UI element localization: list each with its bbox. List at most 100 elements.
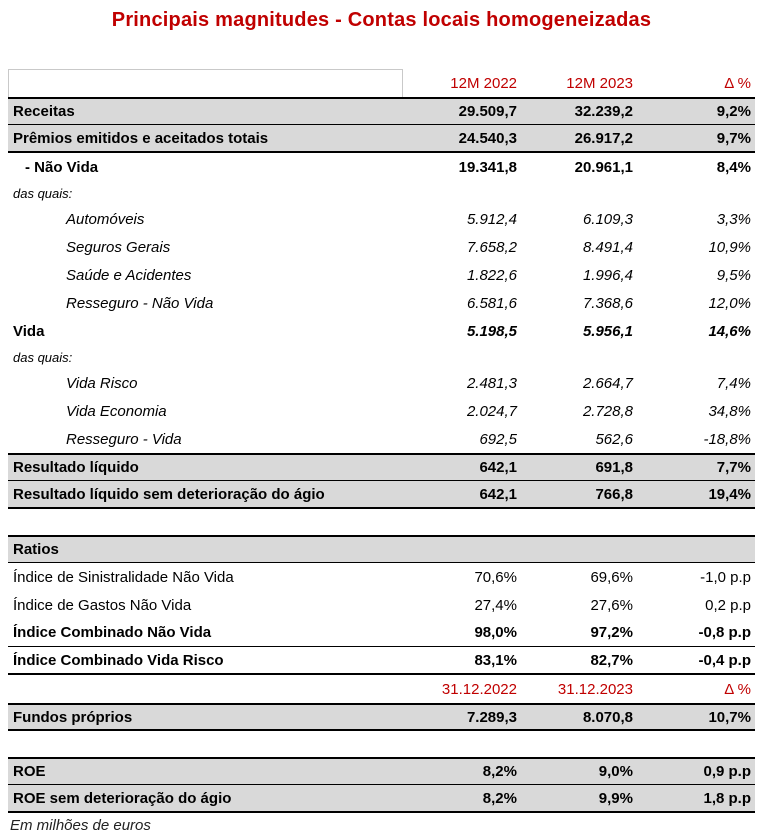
table-row: Saúde e Acidentes 1.822,6 1.996,4 9,5% <box>8 261 755 289</box>
table-row: ROE 8,2% 9,0% 0,9 p.p <box>8 757 755 785</box>
value-2023: 562,6 <box>595 430 633 448</box>
value-2022: 1.822,6 <box>466 266 517 284</box>
value-delta: 7,7% <box>716 459 751 476</box>
value-2022: 83,1% <box>474 651 517 669</box>
page-title: Principais magnitudes - Contas locais ho… <box>111 9 652 31</box>
table-row: Seguros Gerais 7.658,2 8.491,4 10,9% <box>8 233 755 261</box>
value-2023: 8.491,4 <box>582 238 633 256</box>
value-delta: -18,8% <box>703 430 751 448</box>
value-2023: 26.917,2 <box>574 129 633 147</box>
table-row <box>8 731 755 757</box>
table-row: Índice de Gastos Não Vida 27,4% 27,6% 0,… <box>8 591 755 619</box>
table-row: Ratios <box>8 535 755 563</box>
row-label: das quais: <box>13 185 73 201</box>
table-row: Índice Combinado Vida Risco 83,1% 82,7% … <box>8 647 755 675</box>
value-2023: 7.368,6 <box>582 294 633 312</box>
value-delta: 9,7% <box>716 129 751 147</box>
value-delta: 34,8% <box>708 402 751 420</box>
value-2022: 24.540,3 <box>458 129 517 147</box>
value-2023: 31.12.2023 <box>557 680 633 698</box>
value-2022: 692,5 <box>479 430 517 448</box>
value-delta: 9,5% <box>716 266 751 284</box>
value-delta: Δ % <box>724 74 751 92</box>
value-2023: 9,9% <box>598 789 633 807</box>
value-delta: 3,3% <box>716 210 751 228</box>
row-label: Receitas <box>13 103 75 120</box>
value-delta: -0,8 p.p <box>698 624 751 641</box>
table-row: Resultado líquido 642,1 691,8 7,7% <box>8 453 755 481</box>
value-delta: 10,7% <box>708 708 751 726</box>
row-label: Resultado líquido <box>13 459 139 476</box>
value-2023: 69,6% <box>590 568 633 586</box>
row-label: Vida <box>13 322 45 340</box>
row-label: Vida Economia <box>66 402 167 420</box>
value-2023: 97,2% <box>590 624 633 641</box>
value-2022: 27,4% <box>474 596 517 614</box>
row-label: Vida Risco <box>66 374 138 392</box>
value-delta: 19,4% <box>708 485 751 503</box>
value-delta: Δ % <box>724 680 751 698</box>
value-2022: 12M 2022 <box>450 74 517 92</box>
table-row: Resultado líquido sem deterioração do ág… <box>8 481 755 509</box>
row-label: Índice de Sinistralidade Não Vida <box>13 568 234 586</box>
table-row <box>8 509 755 535</box>
value-2023: 9,0% <box>598 763 633 780</box>
row-label: Resseguro - Vida <box>66 430 182 448</box>
value-2022: 8,2% <box>482 789 517 807</box>
value-2023: 8.070,8 <box>582 708 633 726</box>
row-label: Ratios <box>13 541 59 558</box>
value-delta: 10,9% <box>708 238 751 256</box>
table-row: das quais: <box>8 181 755 205</box>
value-2022: 5.912,4 <box>466 210 517 228</box>
value-delta: 12,0% <box>708 294 751 312</box>
value-2022: 642,1 <box>479 485 517 503</box>
units-note: Em milhões de euros <box>10 817 151 834</box>
value-2023: 766,8 <box>595 485 633 503</box>
value-delta: 7,4% <box>716 374 751 392</box>
value-2022: 7.289,3 <box>466 708 517 726</box>
financial-table: 12M 2022 12M 2023 Δ % Receitas 29.509,7 … <box>8 69 755 813</box>
row-label: Índice Combinado Não Vida <box>13 624 212 641</box>
table-row: Resseguro - Não Vida 6.581,6 7.368,6 12,… <box>8 289 755 317</box>
row-label: Índice de Gastos Não Vida <box>13 596 192 614</box>
table-row: Índice de Sinistralidade Não Vida 70,6% … <box>8 563 755 591</box>
value-2022: 2.481,3 <box>466 374 517 392</box>
table-row: Resseguro - Vida 692,5 562,6 -18,8% <box>8 425 755 453</box>
row-label: - Não Vida <box>25 158 99 176</box>
value-2023: 12M 2023 <box>566 74 633 92</box>
value-2022: 29.509,7 <box>458 103 517 120</box>
row-label: das quais: <box>13 349 73 365</box>
value-delta: 8,4% <box>716 158 751 176</box>
table-row: Índice Combinado Não Vida 98,0% 97,2% -0… <box>8 619 755 647</box>
value-2023: 82,7% <box>590 651 633 669</box>
value-2023: 27,6% <box>590 596 633 614</box>
value-2023: 1.996,4 <box>582 266 633 284</box>
row-label: Resultado líquido sem deterioração do ág… <box>13 485 325 503</box>
row-label: ROE sem deterioração do ágio <box>13 789 232 807</box>
value-2022: 7.658,2 <box>466 238 517 256</box>
value-delta: -1,0 p.p <box>700 568 751 586</box>
row-label: Fundos próprios <box>13 708 133 726</box>
row-label: Automóveis <box>66 210 145 228</box>
value-delta: 9,2% <box>716 103 751 120</box>
row-label: Saúde e Acidentes <box>66 266 192 284</box>
value-2022: 98,0% <box>474 624 517 641</box>
value-2022: 31.12.2022 <box>441 680 517 698</box>
table-row: - Não Vida 19.341,8 20.961,1 8,4% <box>8 153 755 181</box>
value-2023: 20.961,1 <box>574 158 633 176</box>
table-row: Vida Risco 2.481,3 2.664,7 7,4% <box>8 369 755 397</box>
row-label: Prêmios emitidos e aceitados totais <box>13 129 269 147</box>
row-label: Resseguro - Não Vida <box>66 294 214 312</box>
row-label: Índice Combinado Vida Risco <box>13 651 224 669</box>
row-label: Seguros Gerais <box>66 238 171 256</box>
value-2022: 642,1 <box>479 459 517 476</box>
value-delta: 1,8 p.p <box>703 789 751 807</box>
value-2023: 5.956,1 <box>582 322 633 340</box>
value-2022: 2.024,7 <box>466 402 517 420</box>
value-2023: 2.664,7 <box>582 374 633 392</box>
value-2022: 5.198,5 <box>466 322 517 340</box>
table-row: ROE sem deterioração do ágio 8,2% 9,9% 1… <box>8 785 755 813</box>
table-row: Automóveis 5.912,4 6.109,3 3,3% <box>8 205 755 233</box>
table-row: Receitas 29.509,7 32.239,2 9,2% <box>8 97 755 125</box>
